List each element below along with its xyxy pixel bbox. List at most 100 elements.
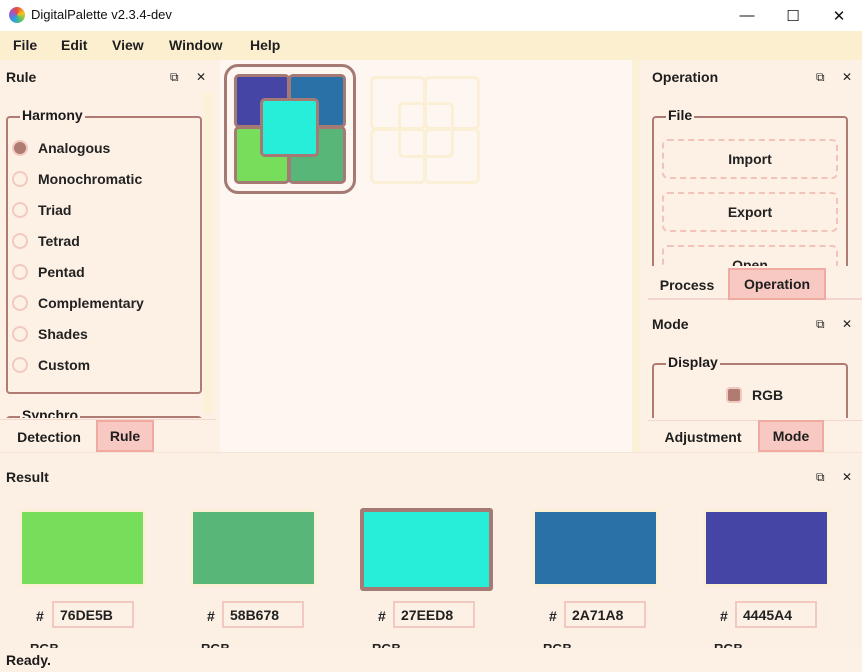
radio-label: Tetrad bbox=[38, 233, 80, 249]
radio-label: Custom bbox=[38, 357, 91, 373]
tab-divider bbox=[0, 419, 216, 420]
result-swatch-4[interactable] bbox=[532, 509, 659, 587]
radio-indicator[interactable] bbox=[12, 233, 28, 249]
radio-label: Monochromatic bbox=[38, 171, 143, 187]
result-dock-title: Result bbox=[6, 469, 49, 485]
window-title: DigitalPalette v2.3.4-dev bbox=[31, 7, 172, 22]
maximize-button[interactable]: ☐ bbox=[786, 7, 800, 25]
result-float-icon[interactable]: ⧉ bbox=[816, 470, 825, 484]
mode-float-icon[interactable]: ⧉ bbox=[816, 317, 825, 331]
synchro-legend: Synchro bbox=[20, 408, 81, 418]
radio-indicator[interactable] bbox=[12, 357, 28, 373]
status-text: Ready. bbox=[6, 652, 51, 668]
mode-close-icon[interactable]: ✕ bbox=[842, 317, 853, 331]
menu-window[interactable]: Window bbox=[169, 37, 223, 53]
radio-tetrad[interactable]: Tetrad bbox=[12, 233, 80, 249]
radio-pentad[interactable]: Pentad bbox=[12, 264, 85, 280]
radio-monochromatic[interactable]: Monochromatic bbox=[12, 171, 142, 187]
mode-dock: Mode ⧉ ✕ RGB Display Adjustment Mode bbox=[648, 308, 862, 452]
radio-label: Complementary bbox=[38, 295, 144, 311]
result-swatch-2[interactable] bbox=[190, 509, 317, 587]
radio-indicator[interactable] bbox=[726, 387, 742, 403]
file-group-clip: Import Export Open bbox=[652, 114, 848, 266]
synchro-group-clip: Synchro bbox=[6, 408, 202, 418]
rule-scrollbar[interactable] bbox=[204, 94, 212, 414]
operation-float-icon[interactable]: ⧉ bbox=[816, 70, 825, 84]
radio-indicator[interactable] bbox=[12, 326, 28, 342]
hex-input-2[interactable]: 58B678 bbox=[222, 601, 304, 628]
result-swatch-3-selected[interactable] bbox=[360, 508, 493, 591]
tab-adjustment[interactable]: Adjustment bbox=[664, 429, 742, 445]
display-group-clip: RGB bbox=[652, 358, 848, 418]
menu-edit[interactable]: Edit bbox=[61, 37, 88, 53]
radio-triad[interactable]: Triad bbox=[12, 202, 71, 218]
swatch-group-selected[interactable] bbox=[224, 64, 356, 194]
canvas-scrollbar[interactable] bbox=[632, 60, 640, 452]
import-button[interactable]: Import bbox=[662, 139, 838, 179]
rgb-label: RGB bbox=[201, 642, 230, 648]
tab-operation[interactable]: Operation bbox=[728, 268, 826, 300]
result-dock: Result ⧉ ✕ # 76DE5B RGB # 58B678 RGB # 2… bbox=[0, 452, 862, 648]
minimize-button[interactable]: — bbox=[739, 7, 755, 24]
hex-input-1[interactable]: 76DE5B bbox=[52, 601, 134, 628]
rgb-label: RGB bbox=[30, 642, 59, 648]
radio-label: Analogous bbox=[38, 140, 111, 156]
radio-rgb[interactable]: RGB bbox=[726, 387, 783, 403]
rgb-label: RGB bbox=[543, 642, 572, 648]
radio-complementary[interactable]: Complementary bbox=[12, 295, 144, 311]
close-window-button[interactable]: ✕ bbox=[832, 7, 846, 25]
app-logo-icon bbox=[9, 7, 25, 23]
rgb-label: RGB bbox=[372, 642, 401, 648]
main-color-swatch[interactable] bbox=[260, 98, 319, 157]
menu-help[interactable]: Help bbox=[250, 37, 281, 53]
operation-dock: Operation ⧉ ✕ Import Export Open File Pr… bbox=[648, 60, 862, 300]
result-close-icon[interactable]: ✕ bbox=[842, 470, 853, 484]
menu-file[interactable]: File bbox=[13, 37, 38, 53]
hex-input-3[interactable]: 27EED8 bbox=[393, 601, 475, 628]
status-bar: Ready. bbox=[0, 648, 862, 672]
file-legend: File bbox=[666, 107, 695, 123]
open-button[interactable]: Open bbox=[662, 245, 838, 266]
ghost-swatch bbox=[398, 102, 454, 158]
display-legend: Display bbox=[666, 354, 720, 370]
radio-label: Shades bbox=[38, 326, 88, 342]
operation-close-icon[interactable]: ✕ bbox=[842, 70, 853, 84]
menu-bar: File Edit View Window Help bbox=[0, 31, 862, 60]
mode-dock-title: Mode bbox=[652, 316, 689, 332]
result-swatch-5[interactable] bbox=[703, 509, 830, 587]
radio-indicator[interactable] bbox=[12, 171, 28, 187]
hash-label: # bbox=[207, 608, 215, 624]
rgb-label: RGB bbox=[714, 642, 743, 648]
radio-indicator[interactable] bbox=[12, 202, 28, 218]
menu-view[interactable]: View bbox=[112, 37, 144, 53]
hex-input-4[interactable]: 2A71A8 bbox=[564, 601, 646, 628]
tab-rule[interactable]: Rule bbox=[96, 420, 154, 452]
synchro-group bbox=[6, 416, 202, 418]
rule-dock-title: Rule bbox=[6, 69, 37, 85]
radio-label: Pentad bbox=[38, 264, 85, 280]
result-swatch-1[interactable] bbox=[19, 509, 146, 587]
rule-close-icon[interactable]: ✕ bbox=[196, 70, 207, 84]
radio-indicator[interactable] bbox=[12, 295, 28, 311]
hex-input-5[interactable]: 4445A4 bbox=[735, 601, 817, 628]
display-group bbox=[652, 363, 848, 418]
color-wheel-canvas[interactable] bbox=[220, 60, 640, 452]
tab-process[interactable]: Process bbox=[659, 277, 715, 293]
tab-detection[interactable]: Detection bbox=[17, 429, 81, 445]
hash-label: # bbox=[720, 608, 728, 624]
radio-indicator[interactable] bbox=[12, 140, 28, 156]
radio-label: RGB bbox=[752, 387, 784, 403]
radio-indicator[interactable] bbox=[12, 264, 28, 280]
operation-dock-title: Operation bbox=[652, 69, 719, 85]
hash-label: # bbox=[549, 608, 557, 624]
tab-mode[interactable]: Mode bbox=[758, 420, 824, 452]
radio-custom[interactable]: Custom bbox=[12, 357, 90, 373]
title-bar: DigitalPalette v2.3.4-dev — ☐ ✕ bbox=[0, 0, 862, 31]
export-button[interactable]: Export bbox=[662, 192, 838, 232]
rule-float-icon[interactable]: ⧉ bbox=[170, 70, 179, 84]
file-group bbox=[652, 116, 848, 266]
harmony-legend: Harmony bbox=[20, 107, 85, 123]
radio-analogous[interactable]: Analogous bbox=[12, 140, 110, 156]
radio-shades[interactable]: Shades bbox=[12, 326, 88, 342]
hash-label: # bbox=[36, 608, 44, 624]
